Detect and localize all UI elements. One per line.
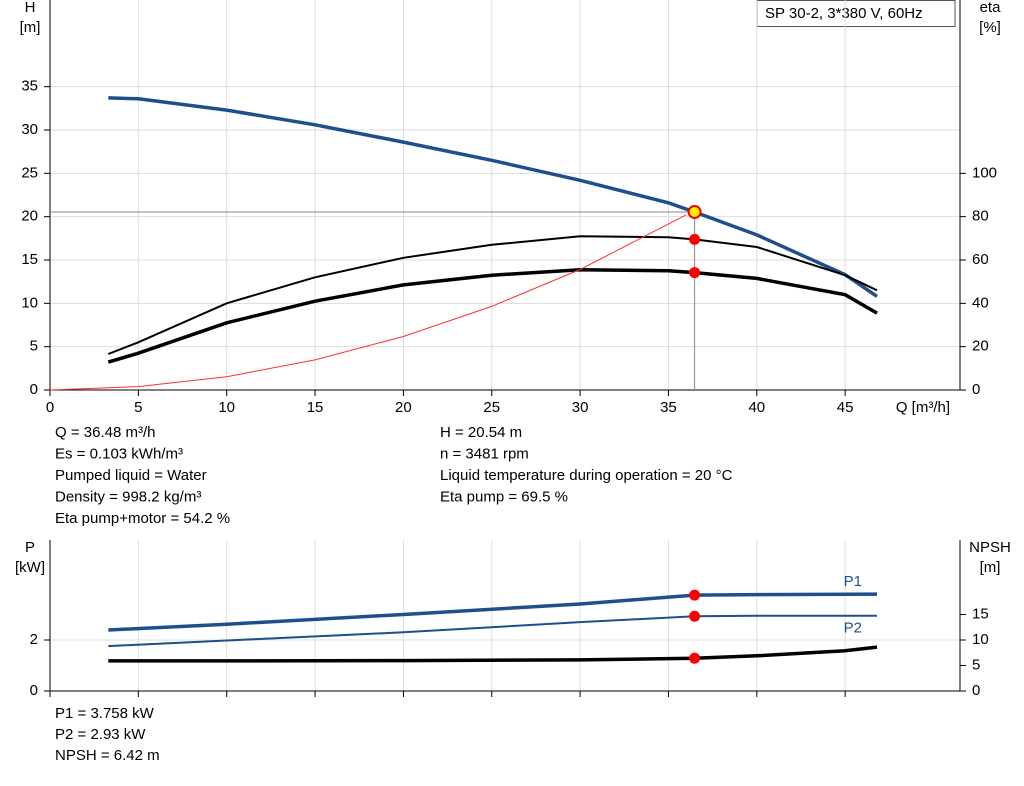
y-axis-unit: [kW]: [15, 559, 45, 576]
series-line: [49, 214, 687, 391]
series-line: [108, 614, 877, 648]
y-tick-label: 35: [21, 78, 38, 95]
y2-tick-label: 5: [972, 656, 980, 673]
series-line: [108, 96, 878, 298]
y-tick-label: 30: [21, 121, 38, 138]
operating-marker: [689, 233, 701, 245]
series-line: [108, 645, 878, 663]
series-label: P1: [844, 573, 862, 590]
x-tick-label: 15: [307, 399, 324, 416]
legend-text: SP 30-2, 3*380 V, 60Hz: [765, 5, 923, 22]
duty-point: [687, 204, 702, 219]
info-text: P1 = 3.758 kW: [55, 705, 155, 722]
x-tick-label: 40: [748, 399, 765, 416]
y2-tick-label: 0: [972, 381, 980, 398]
x-tick-label: 35: [660, 399, 677, 416]
y-tick-label: 2: [30, 631, 38, 648]
x-tick-label: 25: [483, 399, 500, 416]
y-tick-label: 5: [30, 338, 38, 355]
x-tick-label: 30: [572, 399, 589, 416]
info-text: Density = 998.2 kg/m³: [55, 488, 201, 505]
y-tick-label: 10: [21, 294, 38, 311]
info-text: Es = 0.103 kWh/m³: [55, 445, 183, 462]
series-label: P2: [844, 620, 862, 637]
y-axis-label: P: [25, 539, 35, 556]
y2-tick-label: 10: [972, 631, 989, 648]
y-tick-label: 15: [21, 251, 38, 268]
operating-marker: [689, 267, 701, 279]
info-text: Eta pump+motor = 54.2 %: [55, 510, 230, 527]
info-text: Pumped liquid = Water: [55, 467, 207, 484]
y2-axis-unit: [%]: [979, 19, 1001, 36]
x-tick-label: 20: [395, 399, 412, 416]
y2-tick-label: 20: [972, 338, 989, 355]
info-text: H = 20.54 m: [440, 424, 522, 441]
y2-axis-unit: [m]: [980, 559, 1001, 576]
operating-marker: [689, 652, 701, 664]
y2-axis-label: NPSH: [969, 539, 1011, 556]
y2-tick-label: 60: [972, 251, 989, 268]
series-line: [107, 268, 878, 364]
series-line: [107, 235, 878, 355]
y-tick-label: 25: [21, 164, 38, 181]
series-line: [108, 592, 878, 632]
y-axis-label: H: [25, 0, 36, 16]
x-tick-label: 45: [837, 399, 854, 416]
info-text: Liquid temperature during operation = 20…: [440, 467, 733, 484]
y-tick-label: 20: [21, 208, 38, 225]
y2-tick-label: 40: [972, 294, 989, 311]
info-text: n = 3481 rpm: [440, 445, 529, 462]
legend-box: [756, 0, 956, 27]
y-tick-label: 0: [30, 682, 38, 699]
y-tick-label: 0: [30, 381, 38, 398]
operating-marker: [689, 610, 701, 622]
y-axis-unit: [m]: [20, 19, 41, 36]
y2-tick-label: 0: [972, 682, 980, 699]
info-text: Q = 36.48 m³/h: [55, 424, 155, 441]
x-tick-label: 5: [134, 399, 142, 416]
y2-axis-label: eta: [980, 0, 1002, 16]
x-axis-label: Q [m³/h]: [896, 399, 950, 416]
x-tick-label: 10: [218, 399, 235, 416]
operating-marker: [689, 589, 701, 601]
y2-tick-label: 15: [972, 605, 989, 622]
y2-tick-label: 100: [972, 164, 997, 181]
y2-tick-label: 80: [972, 208, 989, 225]
info-text: Eta pump = 69.5 %: [440, 488, 568, 505]
info-text: NPSH = 6.42 m: [55, 747, 160, 764]
x-tick-label: 0: [46, 399, 54, 416]
info-text: P2 = 2.93 kW: [55, 726, 146, 743]
